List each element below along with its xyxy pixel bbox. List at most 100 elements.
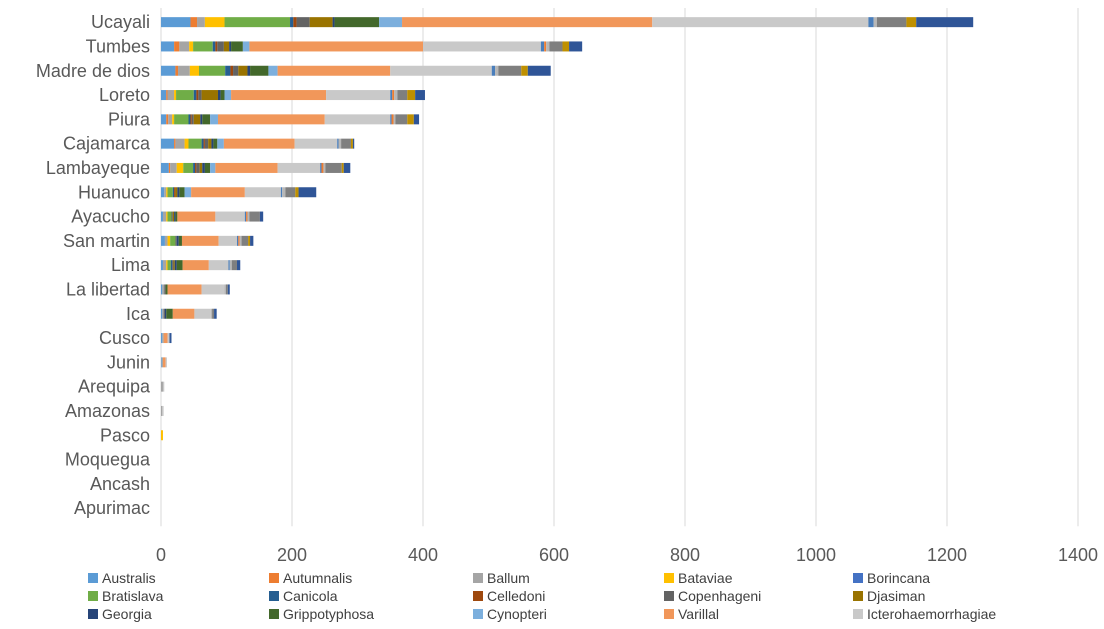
bar-segment: [321, 162, 324, 173]
bar-segment: [198, 90, 202, 101]
bar-segment: [201, 284, 225, 295]
bar-segment: [162, 357, 166, 368]
bar-segment: [239, 235, 242, 246]
legend-label: Djasiman: [867, 588, 925, 604]
bar-segment: [184, 187, 192, 198]
bar-segment: [238, 65, 248, 76]
bar-segment: [176, 162, 184, 173]
bar-segment: [244, 187, 281, 198]
bar-segment: [324, 114, 391, 125]
legend-swatch: [88, 609, 98, 619]
bar-segment: [167, 284, 202, 295]
legend-label: Georgia: [102, 606, 152, 622]
bar-segment: [285, 187, 296, 198]
gridlines: [160, 8, 1079, 527]
bar-segment: [161, 381, 163, 392]
x-tick-label: 800: [670, 545, 700, 565]
bar-segment: [181, 235, 219, 246]
bar-segment: [326, 90, 391, 101]
bar-segment: [174, 114, 189, 125]
bar-segment: [228, 260, 230, 271]
bar-segment: [179, 187, 185, 198]
legend-label: Grippotyphosa: [283, 606, 374, 622]
bar-segment: [213, 138, 218, 149]
bar-segment: [183, 162, 194, 173]
category-label: Madre de dios: [36, 61, 150, 81]
bar-segment: [224, 90, 232, 101]
bar-segment: [224, 284, 226, 295]
bar-segment: [172, 211, 175, 222]
bar-segment: [379, 17, 403, 28]
bar-segment: [218, 235, 237, 246]
bar-segment: [170, 235, 176, 246]
bar-segment: [167, 90, 175, 101]
bar-segment: [210, 308, 213, 319]
bar-segment: [231, 260, 237, 271]
bar-segment: [190, 17, 198, 28]
bar-segment: [190, 114, 192, 125]
bar-segment: [166, 308, 173, 319]
legend-swatch: [88, 573, 98, 583]
bar-segment: [320, 162, 322, 173]
bar-segment: [249, 211, 260, 222]
bar-segment: [212, 308, 215, 319]
bar-segment: [259, 211, 264, 222]
bar-segment: [161, 187, 165, 198]
category-label: Lima: [111, 255, 151, 275]
bar-segment: [210, 114, 218, 125]
bar-segment: [172, 260, 174, 271]
bar-segment: [868, 17, 874, 28]
bar-segment: [391, 114, 394, 125]
bar-segment: [208, 138, 212, 149]
bar-segment: [215, 41, 218, 52]
bar-segment: [407, 114, 414, 125]
category-label: La libertad: [66, 279, 150, 299]
category-label: Huanuco: [78, 182, 150, 202]
bar-segment: [162, 260, 167, 271]
bar-segment: [161, 17, 191, 28]
bar-segment: [540, 41, 545, 52]
bar-segment: [423, 41, 541, 52]
category-label: Amazonas: [65, 401, 150, 421]
legend-swatch: [853, 591, 863, 601]
category-label: Pasco: [100, 425, 150, 445]
legend-swatch: [269, 609, 279, 619]
legend-swatch: [473, 591, 483, 601]
bar-segment: [390, 65, 492, 76]
bar-segment: [194, 308, 211, 319]
bar-segment: [167, 333, 170, 344]
bar-segment: [393, 114, 396, 125]
bar-segment: [161, 308, 163, 319]
bar-segment: [238, 235, 240, 246]
bar-segment: [162, 333, 164, 344]
bar-segment: [165, 357, 167, 368]
bar-segment: [164, 187, 167, 198]
category-label: Arequipa: [78, 377, 151, 397]
legend-label: Copenhageni: [678, 588, 761, 604]
bar-segment: [569, 41, 583, 52]
legend-label: Bratislava: [102, 588, 164, 604]
bar-segment: [175, 138, 185, 149]
legend-swatch: [269, 591, 279, 601]
bar-segment: [549, 41, 563, 52]
bar-segment: [172, 308, 195, 319]
category-label: Piura: [108, 109, 151, 129]
x-tick-label: 1200: [927, 545, 967, 565]
bar-segment: [343, 162, 351, 173]
bar-segment: [166, 114, 169, 125]
x-tick-label: 1000: [796, 545, 836, 565]
bar-segment: [916, 17, 974, 28]
bar-segment: [161, 211, 163, 222]
bar-segment: [161, 138, 175, 149]
bar-segment: [174, 187, 176, 198]
x-tick-label: 400: [408, 545, 438, 565]
bar-segment: [162, 405, 164, 416]
bar-segment: [338, 138, 342, 149]
legend-swatch: [853, 573, 863, 583]
bar-segment: [170, 162, 177, 173]
bar-segment: [229, 41, 232, 52]
bar-segment: [337, 138, 339, 149]
bar-segment: [162, 381, 165, 392]
bar-segment: [250, 235, 254, 246]
bar-segment: [231, 90, 327, 101]
